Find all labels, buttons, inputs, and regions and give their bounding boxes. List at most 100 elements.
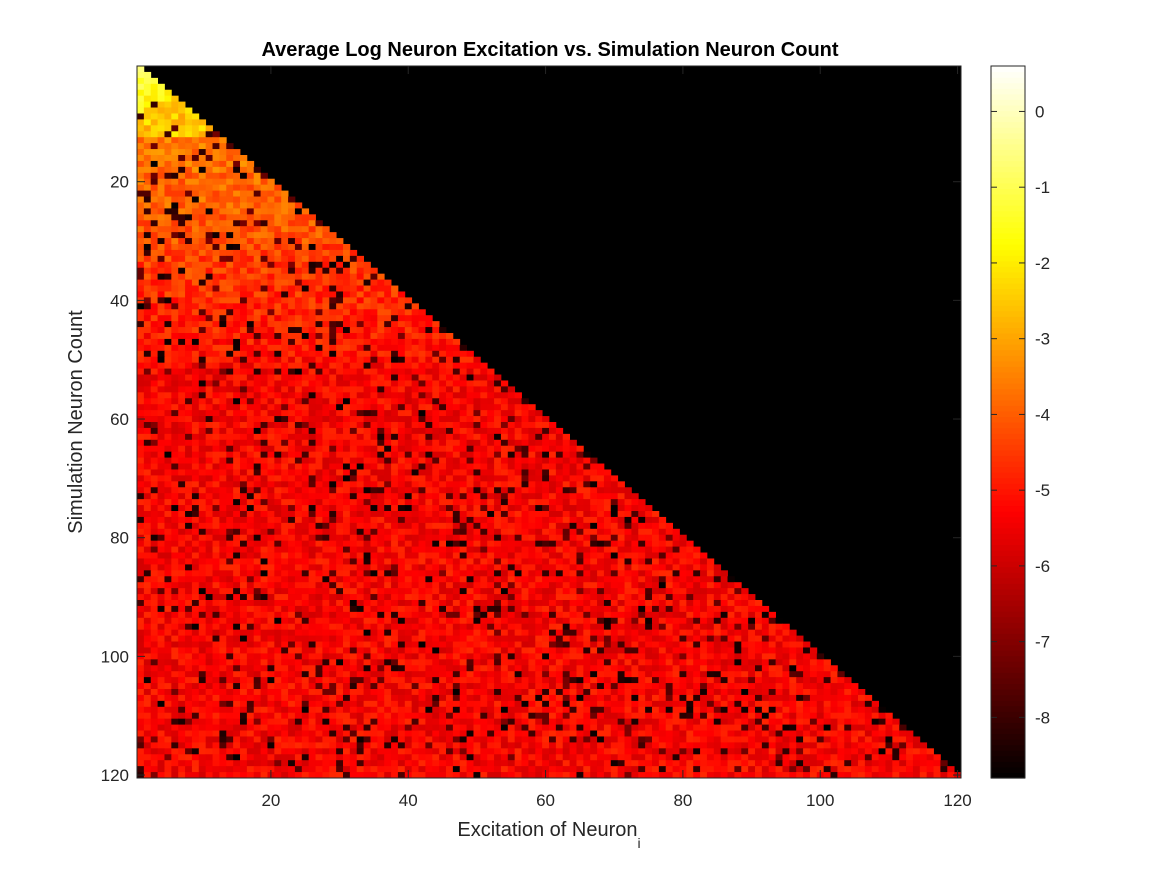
- heatmap-cell: [686, 558, 694, 565]
- heatmap-cell: [164, 220, 172, 227]
- heatmap-cell: [281, 629, 289, 636]
- heatmap-cell: [260, 588, 268, 595]
- heatmap-cell: [205, 475, 213, 482]
- heatmap-cell: [432, 534, 440, 542]
- heatmap-cell: [404, 416, 413, 423]
- heatmap-cell: [260, 356, 268, 364]
- heatmap-cell: [267, 534, 275, 542]
- heatmap-cell: [185, 475, 193, 482]
- heatmap-cell: [191, 131, 200, 138]
- heatmap-cell: [308, 398, 316, 405]
- heatmap-cell: [617, 499, 625, 506]
- heatmap-cell: [212, 558, 220, 565]
- heatmap-cell: [432, 611, 440, 619]
- heatmap-cell: [617, 605, 625, 613]
- heatmap-cell: [150, 190, 158, 197]
- heatmap-cell: [143, 511, 152, 518]
- heatmap-cell: [452, 528, 461, 536]
- heatmap-cell: [500, 516, 509, 524]
- heatmap-cell: [459, 647, 467, 654]
- heatmap-cell: [590, 605, 598, 613]
- heatmap-cell: [391, 611, 399, 619]
- heatmap-cell: [205, 422, 213, 429]
- heatmap-cell: [603, 528, 612, 536]
- heatmap-cell: [212, 463, 220, 470]
- heatmap-cell: [397, 422, 406, 429]
- heatmap-cell: [246, 499, 255, 506]
- heatmap-cell: [315, 327, 323, 334]
- heatmap-cell: [665, 570, 673, 577]
- heatmap-cell: [384, 416, 392, 423]
- heatmap-cell: [219, 196, 227, 203]
- heatmap-cell: [137, 83, 145, 91]
- heatmap-cell: [315, 522, 323, 530]
- heatmap-cell: [294, 404, 303, 411]
- heatmap-cell: [219, 327, 227, 334]
- heatmap-cell: [191, 463, 200, 470]
- heatmap-cell: [294, 279, 303, 286]
- heatmap-cell: [185, 321, 193, 328]
- heatmap-cell: [597, 516, 605, 524]
- heatmap-cell: [233, 499, 241, 506]
- heatmap-cell: [205, 570, 213, 577]
- heatmap-cell: [308, 374, 316, 381]
- heatmap-cell: [446, 540, 454, 547]
- heatmap-cell: [624, 570, 632, 577]
- heatmap-cell: [274, 338, 282, 346]
- heatmap-cell: [171, 469, 179, 476]
- heatmap-cell: [308, 457, 316, 464]
- heatmap-cell: [494, 457, 502, 464]
- heatmap-cell: [274, 445, 282, 453]
- heatmap-cell: [212, 635, 220, 642]
- heatmap-cell: [370, 505, 378, 512]
- heatmap-cell: [171, 149, 179, 156]
- heatmap-cell: [281, 374, 289, 381]
- heatmap-cell: [500, 404, 509, 411]
- heatmap-cell: [597, 600, 605, 607]
- heatmap-cell: [542, 647, 550, 654]
- heatmap-cell: [267, 232, 275, 239]
- heatmap-cell: [171, 427, 179, 435]
- heatmap-cell: [370, 463, 378, 470]
- heatmap-cell: [535, 534, 543, 542]
- heatmap-cell: [137, 505, 145, 512]
- heatmap-cell: [260, 398, 268, 405]
- heatmap-cell: [143, 101, 152, 108]
- heatmap-cell: [301, 534, 310, 542]
- heatmap-cell: [384, 600, 392, 607]
- heatmap-cell: [137, 160, 145, 168]
- heatmap-cell: [157, 267, 165, 275]
- heatmap-cell: [528, 576, 536, 583]
- heatmap-cell: [418, 404, 426, 411]
- heatmap-cell: [500, 588, 509, 595]
- heatmap-cell: [185, 291, 193, 298]
- heatmap-cell: [226, 356, 234, 364]
- heatmap-cell: [281, 433, 289, 441]
- heatmap-cell: [137, 422, 145, 429]
- heatmap-cell: [713, 564, 722, 571]
- heatmap-cell: [514, 635, 522, 642]
- heatmap-cell: [446, 350, 454, 358]
- heatmap-cell: [240, 172, 248, 180]
- heatmap-cell: [439, 451, 447, 458]
- heatmap-cell: [150, 410, 158, 417]
- heatmap-cell: [294, 516, 303, 524]
- heatmap-cell: [404, 463, 413, 470]
- heatmap-cell: [432, 350, 440, 358]
- heatmap-cell: [212, 238, 220, 245]
- heatmap-cell: [549, 427, 557, 435]
- heatmap-cell: [411, 338, 419, 346]
- heatmap-cell: [150, 487, 158, 494]
- heatmap-cell: [391, 499, 399, 506]
- heatmap-cell: [356, 499, 364, 506]
- heatmap-cell: [288, 570, 296, 577]
- heatmap-cell: [205, 338, 213, 346]
- heatmap-cell: [315, 279, 323, 286]
- heatmap-cell: [500, 582, 509, 589]
- heatmap-cell: [343, 487, 351, 494]
- heatmap-cell: [157, 404, 165, 411]
- heatmap-cell: [555, 641, 564, 648]
- heatmap-cell: [260, 617, 268, 625]
- heatmap-cell: [198, 433, 207, 441]
- heatmap-cell: [645, 511, 653, 518]
